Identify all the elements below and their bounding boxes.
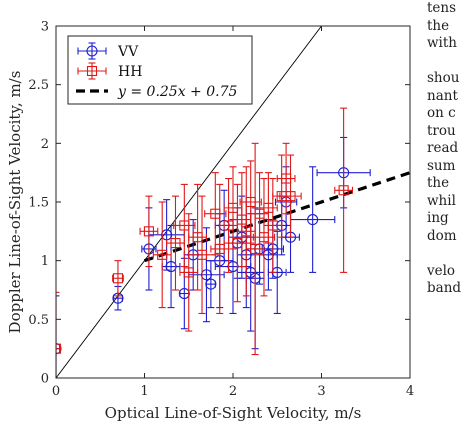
data-point-hh-3 — [152, 201, 172, 309]
reference-line-y-equals-x — [56, 26, 322, 378]
data-point-hh-8 — [188, 195, 216, 315]
square-marker — [196, 249, 208, 260]
side-text-line: velo — [427, 262, 456, 279]
square-marker — [56, 343, 62, 354]
data-point-hh-21 — [263, 177, 283, 273]
series-hh — [56, 107, 354, 378]
data-point-hh-24 — [279, 154, 302, 238]
data-point-hh-1 — [112, 260, 124, 297]
adjacent-text-column: tens the with shou nant on c trou read sum the whi… — [427, 0, 474, 427]
side-text-line: the — [427, 17, 450, 34]
square-marker — [143, 226, 154, 237]
side-text-line: with — [427, 35, 457, 51]
data-point-hh-7 — [188, 183, 207, 291]
side-text-line — [427, 368, 474, 386]
legend-circle-marker — [86, 45, 98, 57]
data-point-hh-15 — [236, 166, 256, 297]
legend-label: VV — [117, 44, 139, 60]
circle-marker — [307, 214, 319, 226]
legend-entry-0: VV — [77, 42, 139, 60]
circle-marker — [227, 260, 239, 273]
x-axis-label: Optical Line-of-Sight Velocity, m/s — [105, 404, 362, 422]
data-point-hh-23 — [276, 142, 296, 215]
data-point-hh-10 — [210, 183, 230, 315]
side-text-line: whil — [427, 192, 456, 209]
side-text-line: on c — [427, 105, 456, 121]
circle-marker — [205, 278, 217, 290]
data-point-hh-16 — [239, 160, 262, 244]
circle-marker — [200, 269, 212, 281]
side-text-line: ing — [427, 210, 449, 226]
square-marker — [267, 220, 278, 231]
side-text-line: sum — [427, 157, 456, 174]
y-tick-label-1: 1 — [41, 254, 49, 269]
side-text-line — [427, 53, 474, 71]
y-tick-label-1.5: 1.5 — [28, 196, 49, 211]
side-text-line: tens — [427, 0, 457, 16]
side-text-line: shou — [427, 70, 460, 86]
legend-label: y = 0.25x + 0.75 — [117, 84, 238, 100]
square-marker — [157, 249, 168, 260]
legend: VV HH y = 0.25x + 0.75 — [67, 35, 253, 105]
side-text-line: band — [427, 280, 462, 296]
legend-box — [67, 35, 253, 105]
y-tick-label-2.5: 2.5 — [28, 78, 49, 93]
legend-symbol — [77, 42, 107, 60]
x-tick-label-1: 1 — [140, 384, 148, 399]
x-tick-label-0: 0 — [52, 384, 60, 399]
side-text-line: dom — [427, 227, 457, 244]
data-point-hh-17 — [245, 142, 265, 356]
side-text-line: read — [427, 140, 459, 156]
data-point-hh-25 — [334, 107, 354, 273]
legend-square-marker — [86, 65, 98, 77]
data-points-layer — [56, 107, 371, 378]
data-point-hh-0 — [56, 291, 62, 378]
side-text-line — [427, 333, 474, 351]
x-tick-label-2: 2 — [229, 384, 237, 399]
square-marker — [112, 273, 123, 284]
side-text-line: the — [427, 175, 450, 191]
legend-symbol — [77, 62, 107, 80]
data-point-hh-19 — [252, 177, 276, 297]
square-marker — [183, 267, 194, 278]
x-tick-label-4: 4 — [406, 384, 414, 399]
data-point-hh-5 — [173, 183, 196, 268]
side-text-line — [427, 245, 474, 263]
y-tick-label-2: 2 — [41, 137, 49, 152]
side-text-line: trou — [427, 122, 456, 139]
data-point-hh-9 — [204, 172, 227, 256]
side-text-line — [427, 350, 474, 368]
data-point-hh-2 — [139, 195, 159, 268]
legend-entry-1: HH — [77, 62, 142, 80]
circle-marker — [165, 260, 177, 273]
side-text-line: nant — [427, 87, 458, 104]
circle-marker — [178, 287, 190, 300]
square-marker — [338, 185, 349, 196]
y-tick-label-0.5: 0.5 — [28, 313, 49, 328]
data-point-hh-12 — [223, 166, 243, 250]
x-tick-label-3: 3 — [317, 384, 325, 399]
legend-label: HH — [118, 64, 142, 80]
reference-line-layer — [56, 26, 322, 378]
side-text-line — [427, 298, 474, 316]
square-marker — [170, 238, 181, 249]
data-point-hh-20 — [258, 172, 278, 244]
axis-ticks-layer: 0 1 2 3 4 0 0.5 1 1.5 2 2.5 3 — [28, 20, 414, 400]
data-point-hh-4 — [166, 195, 185, 291]
data-point-vv-7 — [188, 227, 225, 323]
legend-entry-2: y = 0.25x + 0.75 — [76, 84, 238, 100]
side-text-line — [427, 385, 474, 403]
y-tick-label-0: 0 — [41, 372, 49, 387]
y-tick-label-3: 3 — [41, 20, 49, 35]
square-marker — [214, 243, 225, 254]
side-text-line — [427, 315, 474, 333]
y-axis-label: Doppler Line-of-Sight Velocity, m/s — [6, 71, 24, 334]
square-marker — [285, 191, 296, 202]
